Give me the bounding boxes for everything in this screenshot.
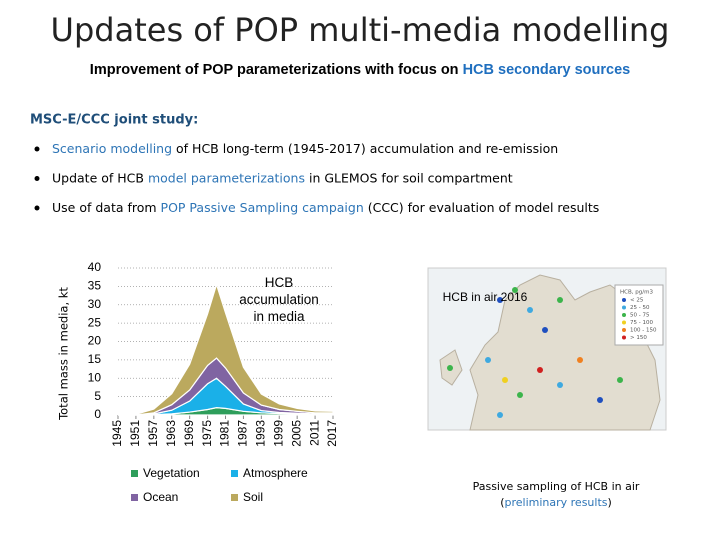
x-tick-label: 1945	[110, 420, 124, 447]
legend-label: 25 - 50	[630, 305, 650, 311]
station	[617, 377, 623, 383]
bullet-dot	[34, 205, 40, 211]
legend-label: 50 - 75	[630, 313, 650, 319]
chart: 0 5 10 15 20 25 30 35 40 1945 1951 1957 1963 1969 1975…	[57, 260, 340, 504]
slide-title: Updates of POP multi-media modelling	[51, 11, 670, 49]
station	[542, 327, 548, 333]
station	[557, 297, 563, 303]
legend-label: Vegetation	[143, 466, 200, 480]
x-tick-label: 1969	[182, 420, 196, 447]
station	[527, 307, 533, 313]
legend-swatch	[131, 470, 138, 477]
text-run: POP Passive Sampling campaign	[161, 200, 364, 215]
area	[117, 282, 334, 416]
text-run: (	[500, 496, 504, 509]
y-tick-label: 35	[88, 279, 102, 293]
text-run: Update of HCB	[52, 170, 148, 185]
legend-swatch	[231, 470, 238, 477]
station	[447, 365, 453, 371]
text-run: (CCC) for evaluation of model results	[364, 200, 600, 215]
text-run: Passive sampling of HCB in air	[473, 480, 640, 493]
legend-dot	[622, 328, 626, 332]
y-tick-label: 5	[94, 389, 101, 403]
text-run: Use of data from	[52, 200, 161, 215]
y-tick-label: 40	[88, 260, 102, 274]
map-title: HCB in air 2016	[443, 290, 528, 304]
legend-dot	[622, 298, 626, 302]
bullet-text: Use of data from POP Passive Sampling ca…	[52, 200, 599, 215]
y-tick-label: 10	[88, 370, 102, 384]
section-heading: MSC-E/CCC joint study:	[30, 113, 198, 128]
bullet-dot	[34, 146, 40, 152]
x-tick-label: 2011	[307, 420, 321, 446]
text-run: model parameterizations	[148, 170, 305, 185]
x-tick-label: 1975	[200, 420, 214, 447]
x-tick-label: 1987	[236, 420, 250, 447]
legend-label: Soil	[243, 490, 263, 504]
map-land	[469, 274, 661, 431]
y-tick-label: 15	[88, 352, 102, 366]
x-tick-label: 1963	[164, 420, 178, 447]
station	[577, 357, 583, 363]
station	[517, 392, 523, 398]
station	[537, 367, 543, 373]
y-tick-label: 0	[94, 407, 101, 421]
x-tick-label: 1999	[271, 420, 285, 447]
x-tick-label: 2005	[289, 420, 303, 447]
legend-label: < 25	[630, 298, 644, 304]
legend-swatch	[231, 494, 238, 501]
bullet-dot	[34, 176, 40, 181]
bullet-list: Scenario modelling of HCB long-term (194…	[34, 141, 599, 215]
x-tick-label: 1951	[128, 420, 142, 447]
y-tick-label: 30	[88, 297, 102, 311]
text-run: in GLEMOS for soil compartment	[305, 170, 513, 185]
map-caption: (preliminary results)	[500, 496, 612, 509]
x-tick-label: 1993	[254, 420, 268, 447]
legend-dot	[622, 335, 626, 340]
legend-dot	[622, 313, 626, 317]
chart-annotation: HCB accumulation in media	[239, 275, 319, 324]
station	[502, 377, 508, 383]
annotation-line: HCB	[265, 275, 294, 290]
text-run: of HCB long-term (1945-2017) accumulatio…	[172, 141, 558, 156]
legend-label: > 150	[630, 335, 647, 341]
annotation-line: in media	[253, 309, 305, 324]
station	[497, 412, 503, 418]
bullet-text: Scenario modelling of HCB long-term (194…	[52, 141, 558, 156]
text-run: HCB secondary sources	[463, 62, 631, 78]
legend-label: 100 - 150	[630, 328, 657, 334]
text-run: Scenario modelling	[52, 141, 172, 156]
station	[512, 287, 518, 293]
legend-dot	[622, 320, 626, 325]
legend-label: 75 - 100	[630, 320, 653, 326]
x-tick-label: 1981	[218, 420, 232, 447]
x-tick-label: 2017	[325, 420, 339, 447]
bullet-text: Update of HCB model parameterizations in…	[52, 170, 513, 185]
map-caption: Passive sampling of HCB in air	[473, 480, 640, 493]
text-run: Improvement of POP parameterizations wit…	[90, 62, 463, 78]
legend-label: Ocean	[143, 490, 178, 504]
annotation-line: accumulation	[239, 292, 319, 307]
y-tick-label: 20	[88, 334, 102, 348]
y-tick-label: 25	[88, 315, 102, 329]
station	[557, 382, 563, 388]
station	[497, 297, 503, 303]
x-tick-label: 1957	[146, 420, 160, 447]
y-axis-title: Total mass in media, kt	[57, 287, 71, 421]
legend-title: HCB, pg/m3	[620, 290, 653, 296]
text-run: )	[608, 496, 612, 509]
station	[485, 357, 491, 363]
text-run: preliminary results	[504, 496, 607, 509]
station	[597, 397, 603, 403]
legend-dot	[622, 305, 626, 310]
map-stations	[447, 287, 623, 418]
legend-label: Atmosphere	[243, 466, 308, 480]
subtitle: Improvement of POP parameterizations wit…	[90, 62, 630, 78]
legend-swatch	[131, 494, 138, 501]
